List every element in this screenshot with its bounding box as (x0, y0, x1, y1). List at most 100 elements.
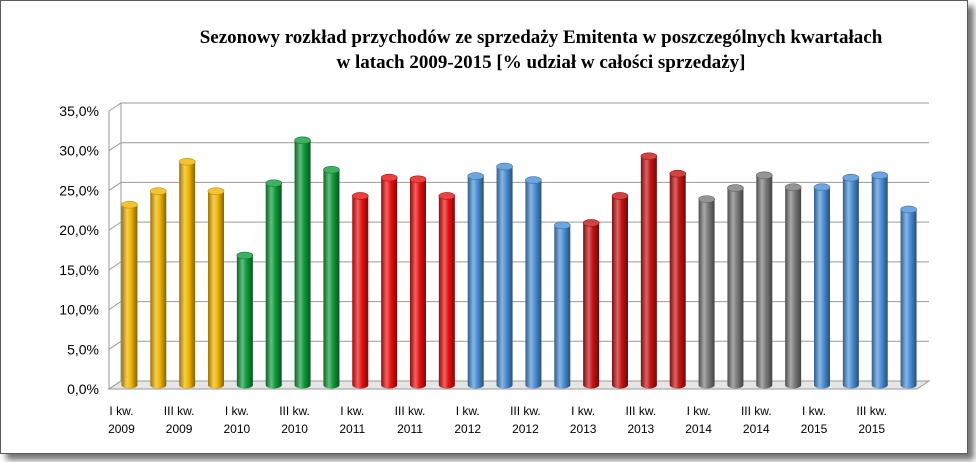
y-tick-label: 35,0% (59, 103, 99, 119)
bar (900, 205, 917, 389)
bar-top (611, 192, 629, 200)
bar-body (265, 183, 282, 389)
bar-chart: 0,0% 5,0% 10,0% 15,0% 20,0% 25,0% 30,0% 35,0% I … (59, 102, 931, 436)
bar (149, 187, 167, 389)
bar-top (265, 179, 283, 188)
y-tick-label: 30,0% (59, 143, 99, 159)
x-tick-label-year: 2009 (166, 422, 193, 436)
bar (496, 162, 513, 389)
x-tick-label-quarter: III kw. (395, 404, 426, 418)
bar-body (756, 175, 773, 389)
bar-body (323, 169, 340, 389)
gridlines (108, 102, 929, 390)
bar-body (150, 191, 167, 389)
bar (842, 173, 860, 389)
bar-top (698, 195, 715, 203)
bars (121, 136, 917, 389)
x-tick-label-year: 2011 (397, 422, 423, 436)
bar-body (583, 222, 600, 389)
x-tick-label-year: 2012 (512, 422, 539, 436)
chart-frame: Sezonowy rozkład przychodów ze sprzedaży… (0, 0, 968, 454)
bar-top (755, 171, 773, 180)
bar-body (554, 225, 571, 389)
y-tick-label: 15,0% (59, 262, 99, 278)
bar-body (612, 195, 628, 389)
bar (582, 219, 600, 389)
x-tick-label-quarter: III kw. (626, 404, 657, 418)
bar (380, 173, 398, 389)
bar-body (410, 179, 426, 389)
x-tick-label-year: 2014 (743, 422, 770, 436)
bar (784, 183, 802, 389)
bar (294, 136, 311, 389)
bar-top (207, 187, 225, 195)
bar-body (640, 156, 657, 389)
bar (323, 165, 340, 389)
bar-body (352, 195, 369, 389)
bar-body (669, 173, 686, 389)
bar-top (467, 172, 485, 180)
bar-body (900, 209, 917, 389)
bar-top (323, 165, 340, 174)
bar-body (525, 180, 542, 389)
x-tick-label-year: 2012 (454, 422, 481, 436)
bar (755, 171, 773, 389)
y-tick-label: 20,0% (59, 222, 99, 238)
y-tick-label: 10,0% (59, 302, 99, 318)
bar (727, 184, 744, 389)
bar (553, 221, 571, 389)
x-tick-label-quarter: III kw. (279, 404, 310, 418)
gridline (108, 102, 929, 112)
gridline (108, 301, 929, 310)
gridline (108, 181, 929, 191)
gridline (108, 340, 929, 350)
x-tick-label-quarter: I kw. (340, 404, 364, 418)
bar-top (842, 173, 860, 182)
bar-body (294, 140, 311, 389)
bar (438, 192, 456, 389)
bar-top (784, 183, 802, 192)
bar (871, 171, 889, 389)
gridline (108, 142, 929, 152)
bar (351, 192, 369, 389)
bar-top (380, 173, 398, 182)
bar-body (871, 175, 888, 389)
bar (409, 175, 427, 389)
bar (525, 176, 542, 389)
x-tick-label-year: 2010 (281, 422, 308, 436)
bar (207, 187, 225, 389)
bar-body (467, 176, 484, 389)
x-tick-label-quarter: I kw. (802, 404, 826, 418)
x-tick-label-quarter: I kw. (687, 404, 711, 418)
chart-title: Sezonowy rozkład przychodów ze sprzedaży… (121, 25, 961, 75)
x-tick-label-quarter: I kw. (456, 404, 480, 418)
x-tick-label-year: 2015 (801, 422, 828, 436)
bar (813, 183, 831, 389)
gridline (108, 221, 929, 231)
chart-floor (107, 380, 931, 390)
bar-top (438, 192, 456, 200)
bar (669, 169, 687, 389)
x-tick-label-quarter: III kw. (164, 404, 195, 418)
bar-top (813, 183, 831, 192)
bar-top (409, 175, 427, 184)
bar-top (640, 152, 658, 161)
x-tick-label-year: 2009 (108, 422, 135, 436)
y-tick-label: 5,0% (67, 341, 99, 357)
bar (467, 172, 485, 389)
x-tick-label-quarter: III kw. (856, 404, 887, 418)
x-tick-label-year: 2015 (858, 422, 885, 436)
bar-top (121, 200, 138, 209)
x-tick-label-year: 2013 (570, 422, 597, 436)
y-tick-label: 25,0% (59, 182, 99, 198)
y-tick-label: 0,0% (67, 381, 99, 397)
bar-top (525, 176, 542, 184)
bar-top (727, 184, 744, 192)
bar-top (669, 169, 687, 178)
chart-title-line2: w latach 2009-2015 [% udział w całości s… (336, 52, 746, 73)
bar-body (236, 255, 253, 389)
y-axis-wall (108, 111, 122, 390)
x-tick-label-year: 2014 (685, 422, 712, 436)
bar (698, 195, 715, 389)
x-tick-label-quarter: III kw. (741, 404, 772, 418)
